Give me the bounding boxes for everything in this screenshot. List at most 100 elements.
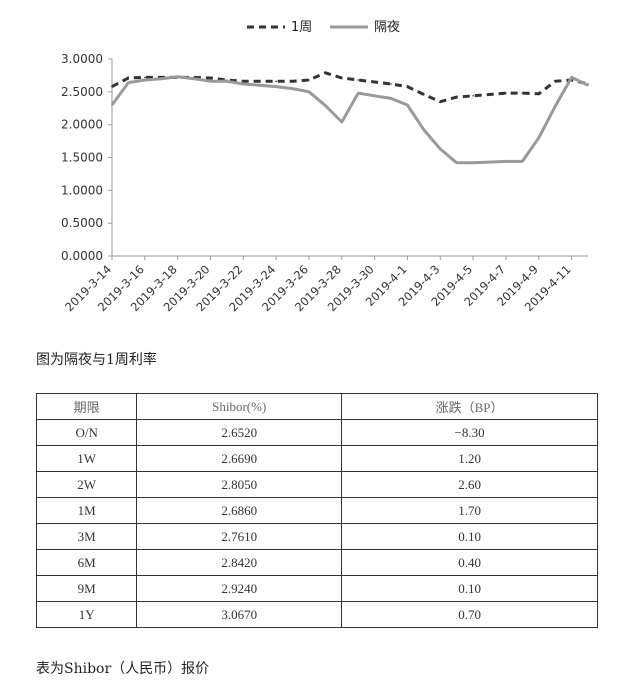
data-point xyxy=(488,161,491,163)
data-point xyxy=(357,79,360,81)
table-row: 1M 2.6860 1.70 xyxy=(35,497,598,524)
data-point xyxy=(439,100,442,103)
data-point xyxy=(242,83,245,85)
data-point xyxy=(472,95,474,97)
data-point xyxy=(258,80,261,83)
data-point xyxy=(209,80,212,83)
cell-change: 2.60 xyxy=(341,471,598,498)
data-point xyxy=(308,79,310,81)
data-point xyxy=(209,77,212,79)
table-row: 3M 2.7610 0.10 xyxy=(35,523,598,550)
data-point xyxy=(390,97,392,100)
data-point xyxy=(160,77,162,80)
legend-label-1: 隔夜 xyxy=(374,20,400,35)
cell-shibor: 3.0670 xyxy=(136,601,343,628)
data-point xyxy=(373,81,376,83)
cell-term: 6M xyxy=(35,549,138,576)
y-tick-label: 2.5000 xyxy=(61,85,103,99)
y-tick-label: 0.5000 xyxy=(61,216,103,230)
table-body: O/N 2.6520 −8.30 1W 2.6690 1.20 2W 2.8050 2.60 1M… xyxy=(35,419,598,628)
data-point xyxy=(587,84,589,87)
data-point xyxy=(455,96,458,98)
data-point xyxy=(570,76,573,79)
cell-term: 2W xyxy=(35,471,138,498)
data-point xyxy=(226,80,228,83)
data-point xyxy=(324,72,327,74)
cell-shibor: 2.8420 xyxy=(136,549,343,576)
data-point xyxy=(242,80,245,83)
rate-line-chart: 1周 隔夜 0.0000 0.5000 1.0000 1.5000 2.0000 2.500… xyxy=(61,20,589,314)
cell-term: 1M xyxy=(35,497,138,524)
data-point xyxy=(144,79,146,81)
data-point xyxy=(455,162,458,164)
header-change: 涨跌（BP） xyxy=(341,393,598,420)
cell-change: −8.30 xyxy=(341,419,598,446)
cell-change: 0.10 xyxy=(341,523,598,550)
data-point xyxy=(505,160,507,163)
table-caption: 表为Shibor（人民币）报价 xyxy=(36,661,210,677)
data-point xyxy=(538,93,540,95)
data-point xyxy=(144,76,146,79)
data-point xyxy=(554,105,556,108)
data-point xyxy=(275,80,277,83)
data-point xyxy=(357,92,360,94)
data-point xyxy=(308,91,310,93)
cell-change: 1.20 xyxy=(341,445,598,472)
cell-shibor: 2.9240 xyxy=(136,575,343,602)
table-row: 2W 2.8050 2.60 xyxy=(35,471,598,498)
data-point xyxy=(373,95,376,97)
data-point xyxy=(127,81,130,84)
chart-lines xyxy=(110,71,589,165)
chart-axes: 0.0000 0.5000 1.0000 1.5000 2.0000 2.5000 3.00… xyxy=(61,52,588,314)
cell-term: 3M xyxy=(35,523,138,550)
header-shibor: Shibor(%) xyxy=(136,393,343,420)
cell-shibor: 2.6520 xyxy=(136,419,343,446)
data-point xyxy=(341,121,343,123)
data-point xyxy=(127,77,130,79)
data-point xyxy=(488,93,491,96)
table-row: 6M 2.8420 0.40 xyxy=(35,549,598,576)
y-tick-label: 1.5000 xyxy=(61,151,103,165)
table-row: 1Y 3.0670 0.70 xyxy=(35,601,598,628)
data-point xyxy=(505,92,507,94)
table-header-row: 期限 Shibor(%) 涨跌（BP） xyxy=(35,393,598,420)
chart-caption: 图为隔夜与1周利率 xyxy=(36,352,157,368)
y-tick-label: 1.0000 xyxy=(61,183,103,197)
data-point xyxy=(406,85,409,88)
cell-term: 9M xyxy=(35,575,138,602)
data-point xyxy=(423,129,425,131)
header-term: 期限 xyxy=(35,393,138,420)
data-point xyxy=(390,83,392,85)
cell-shibor: 2.7610 xyxy=(136,523,343,550)
y-tick-label: 2.0000 xyxy=(61,118,103,132)
data-point xyxy=(275,85,277,88)
cell-change: 0.40 xyxy=(341,549,598,576)
data-point xyxy=(554,80,556,83)
data-point xyxy=(193,77,195,80)
chart-legend: 1周 隔夜 xyxy=(247,20,400,35)
data-point xyxy=(324,104,327,107)
data-point xyxy=(176,75,179,78)
cell-change: 0.70 xyxy=(341,601,598,628)
data-point xyxy=(439,148,442,150)
data-point xyxy=(521,160,524,163)
data-point xyxy=(406,104,409,106)
cell-change: 1.70 xyxy=(341,497,598,524)
data-point xyxy=(291,80,294,83)
data-point xyxy=(341,77,343,79)
cell-shibor: 2.8050 xyxy=(136,471,343,498)
cell-term: 1W xyxy=(35,445,138,472)
data-point xyxy=(521,92,524,94)
data-point xyxy=(423,93,425,96)
data-point xyxy=(258,84,261,87)
data-point xyxy=(291,87,294,90)
data-point xyxy=(472,162,474,164)
table-row: 1W 2.6690 1.20 xyxy=(35,445,598,472)
legend-label-0: 1周 xyxy=(291,20,312,35)
table-row: O/N 2.6520 −8.30 xyxy=(35,419,598,446)
series-line-1 xyxy=(110,75,589,165)
table-row: 9M 2.9240 0.10 xyxy=(35,575,598,602)
series-line-0 xyxy=(111,71,589,104)
shibor-quote-table: 期限 Shibor(%) 涨跌（BP） O/N 2.6520 −8.30 1W 2.66… xyxy=(35,393,598,628)
cell-shibor: 2.6860 xyxy=(136,497,343,524)
